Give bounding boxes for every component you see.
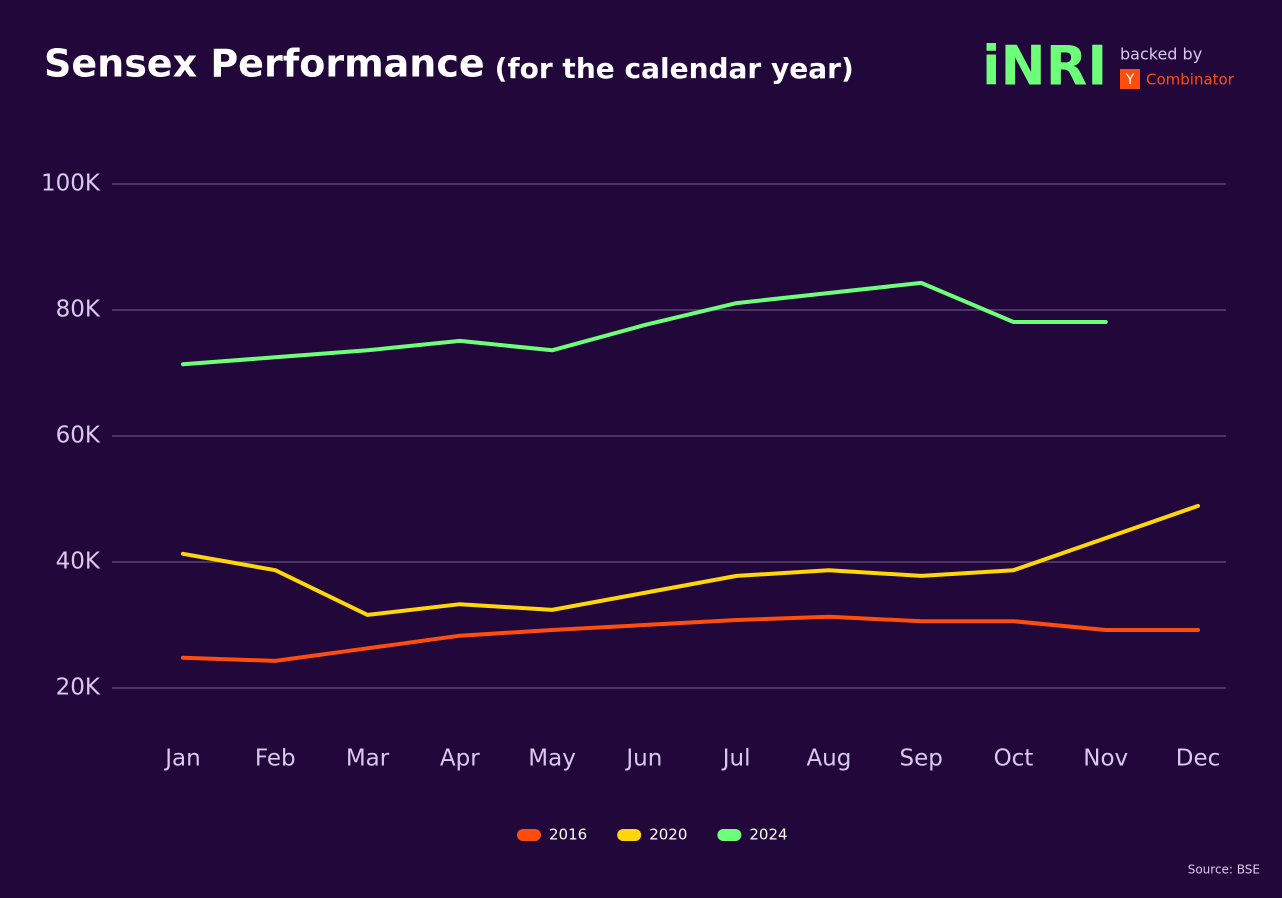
y-tick-label: 80K: [56, 297, 101, 323]
series-line: [181, 614, 1200, 663]
x-tick-label: Jul: [721, 746, 751, 772]
brand-logo: iNRI: [982, 35, 1107, 98]
x-tick-label: Dec: [1176, 746, 1221, 772]
legend-swatch: [517, 829, 541, 841]
brand-badge-text: Combinator: [1146, 71, 1235, 89]
badge-box: [1120, 69, 1140, 89]
x-tick-label: Jan: [163, 746, 200, 772]
x-tick-label: Sep: [900, 746, 943, 772]
y-tick-label: 40K: [56, 549, 101, 575]
chart-subtitle: (for the calendar year): [495, 52, 854, 85]
y-tick-label: 60K: [56, 423, 101, 449]
chart-title: Sensex Performance: [44, 42, 485, 86]
x-tick-label: Jun: [624, 746, 662, 772]
x-tick-label: Mar: [346, 746, 390, 772]
series-line: [181, 280, 1108, 367]
brand-tagline: backed by: [1120, 45, 1202, 64]
source-note: Source: BSE: [1188, 863, 1260, 877]
x-tick-label: Aug: [806, 746, 851, 772]
series-line: [181, 503, 1200, 617]
x-tick-label: Apr: [440, 746, 480, 772]
x-tick-label: May: [528, 746, 576, 772]
brand-badge: Y: [1125, 72, 1135, 88]
legend-label: 2016: [549, 826, 587, 844]
legend-label: 2020: [649, 826, 687, 844]
y-tick-label: 20K: [56, 675, 101, 701]
legend-label: 2024: [749, 826, 787, 844]
legend-swatch: [617, 829, 642, 841]
x-tick-label: Oct: [994, 746, 1034, 772]
legend-swatch: [717, 829, 742, 841]
y-tick-label: 100K: [41, 171, 101, 197]
x-tick-label: Nov: [1083, 746, 1128, 772]
x-tick-label: Feb: [255, 746, 296, 772]
